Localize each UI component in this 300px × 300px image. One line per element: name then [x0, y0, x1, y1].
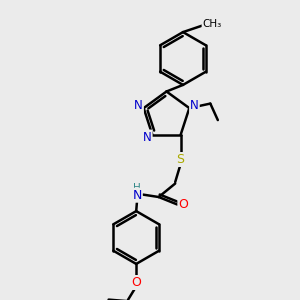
- Text: N: N: [143, 130, 152, 143]
- Text: O: O: [178, 198, 188, 211]
- Text: N: N: [134, 100, 143, 112]
- Text: N: N: [190, 100, 199, 112]
- Text: H: H: [133, 183, 141, 193]
- Text: S: S: [177, 153, 184, 166]
- Text: O: O: [131, 276, 141, 289]
- Text: N: N: [132, 189, 142, 202]
- Text: CH₃: CH₃: [202, 19, 222, 29]
